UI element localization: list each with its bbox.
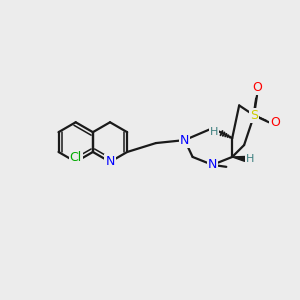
Text: O: O (252, 81, 262, 94)
Text: N: N (208, 158, 217, 171)
Text: N: N (180, 134, 189, 147)
Polygon shape (232, 157, 245, 161)
Text: H: H (246, 154, 254, 164)
Text: H: H (210, 127, 219, 137)
Text: Cl: Cl (70, 152, 82, 164)
Text: N: N (105, 155, 115, 168)
Text: O: O (270, 116, 280, 129)
Text: S: S (250, 109, 258, 122)
